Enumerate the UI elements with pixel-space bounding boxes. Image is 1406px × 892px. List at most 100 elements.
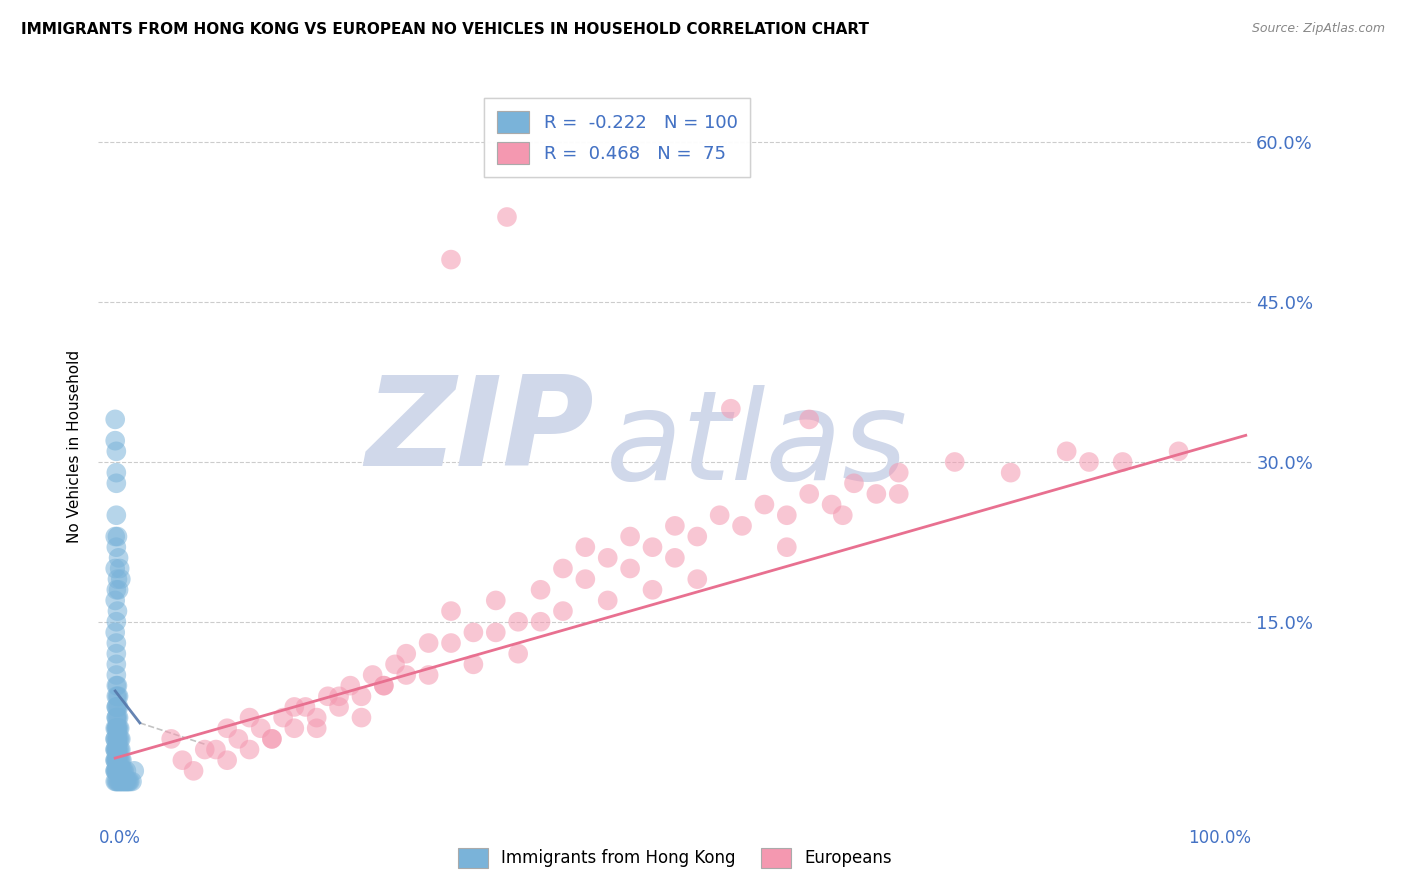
Point	[107, 753, 129, 767]
Point	[111, 753, 134, 767]
Point	[463, 625, 485, 640]
Point	[104, 561, 127, 575]
Point	[508, 615, 530, 629]
Point	[1078, 455, 1101, 469]
Point	[111, 774, 134, 789]
Point	[107, 550, 129, 565]
Point	[316, 690, 339, 704]
Point	[183, 764, 205, 778]
Point	[529, 582, 551, 597]
Point	[108, 764, 131, 778]
Point	[440, 252, 463, 267]
Point	[799, 487, 821, 501]
Point	[361, 668, 384, 682]
Legend: R =  -0.222   N = 100, R =  0.468   N =  75: R = -0.222 N = 100, R = 0.468 N = 75	[484, 98, 751, 177]
Point	[104, 731, 127, 746]
Point	[107, 764, 129, 778]
Point	[105, 690, 128, 704]
Point	[551, 604, 574, 618]
Point	[112, 774, 135, 789]
Point	[107, 753, 129, 767]
Point	[271, 710, 294, 724]
Point	[720, 401, 742, 416]
Point	[305, 710, 328, 724]
Point	[108, 721, 131, 735]
Point	[463, 657, 485, 672]
Point	[107, 710, 129, 724]
Point	[104, 434, 127, 448]
Point	[328, 690, 350, 704]
Point	[107, 774, 129, 789]
Point	[105, 710, 128, 724]
Point	[228, 731, 250, 746]
Point	[686, 572, 709, 586]
Point	[107, 764, 129, 778]
Point	[105, 742, 128, 756]
Point	[731, 519, 754, 533]
Point	[104, 764, 127, 778]
Point	[110, 764, 132, 778]
Point	[283, 721, 305, 735]
Point	[105, 615, 128, 629]
Point	[294, 700, 316, 714]
Point	[107, 710, 129, 724]
Point	[440, 636, 463, 650]
Point	[118, 774, 141, 789]
Point	[104, 412, 127, 426]
Point	[105, 540, 128, 554]
Text: ZIP: ZIP	[366, 371, 595, 492]
Point	[105, 636, 128, 650]
Point	[107, 700, 129, 714]
Point	[1111, 455, 1133, 469]
Point	[508, 647, 530, 661]
Point	[205, 742, 228, 756]
Point	[238, 742, 260, 756]
Point	[664, 519, 686, 533]
Point	[105, 466, 128, 480]
Point	[619, 561, 641, 575]
Point	[110, 731, 132, 746]
Point	[110, 774, 132, 789]
Point	[117, 774, 139, 789]
Point	[943, 455, 966, 469]
Point	[111, 764, 134, 778]
Point	[1056, 444, 1078, 458]
Point	[114, 774, 136, 789]
Point	[108, 742, 131, 756]
Point	[105, 444, 128, 458]
Point	[107, 721, 129, 735]
Point	[105, 731, 128, 746]
Point	[108, 561, 131, 575]
Point	[619, 529, 641, 543]
Text: IMMIGRANTS FROM HONG KONG VS EUROPEAN NO VEHICLES IN HOUSEHOLD CORRELATION CHART: IMMIGRANTS FROM HONG KONG VS EUROPEAN NO…	[21, 22, 869, 37]
Point	[887, 466, 910, 480]
Point	[107, 572, 129, 586]
Point	[260, 731, 283, 746]
Point	[641, 540, 664, 554]
Point	[107, 753, 129, 767]
Point	[328, 700, 350, 714]
Text: atlas: atlas	[606, 385, 908, 507]
Point	[105, 764, 128, 778]
Point	[108, 731, 131, 746]
Point	[110, 753, 132, 767]
Point	[107, 764, 129, 778]
Point	[105, 647, 128, 661]
Point	[105, 753, 128, 767]
Point	[529, 615, 551, 629]
Point	[686, 529, 709, 543]
Point	[104, 742, 127, 756]
Point	[350, 690, 373, 704]
Point	[496, 210, 519, 224]
Point	[249, 721, 271, 735]
Point	[105, 668, 128, 682]
Point	[105, 764, 128, 778]
Point	[105, 476, 128, 491]
Point	[115, 774, 138, 789]
Point	[107, 742, 129, 756]
Point	[865, 487, 887, 501]
Point	[104, 625, 127, 640]
Point	[121, 774, 143, 789]
Point	[283, 700, 305, 714]
Point	[105, 721, 128, 735]
